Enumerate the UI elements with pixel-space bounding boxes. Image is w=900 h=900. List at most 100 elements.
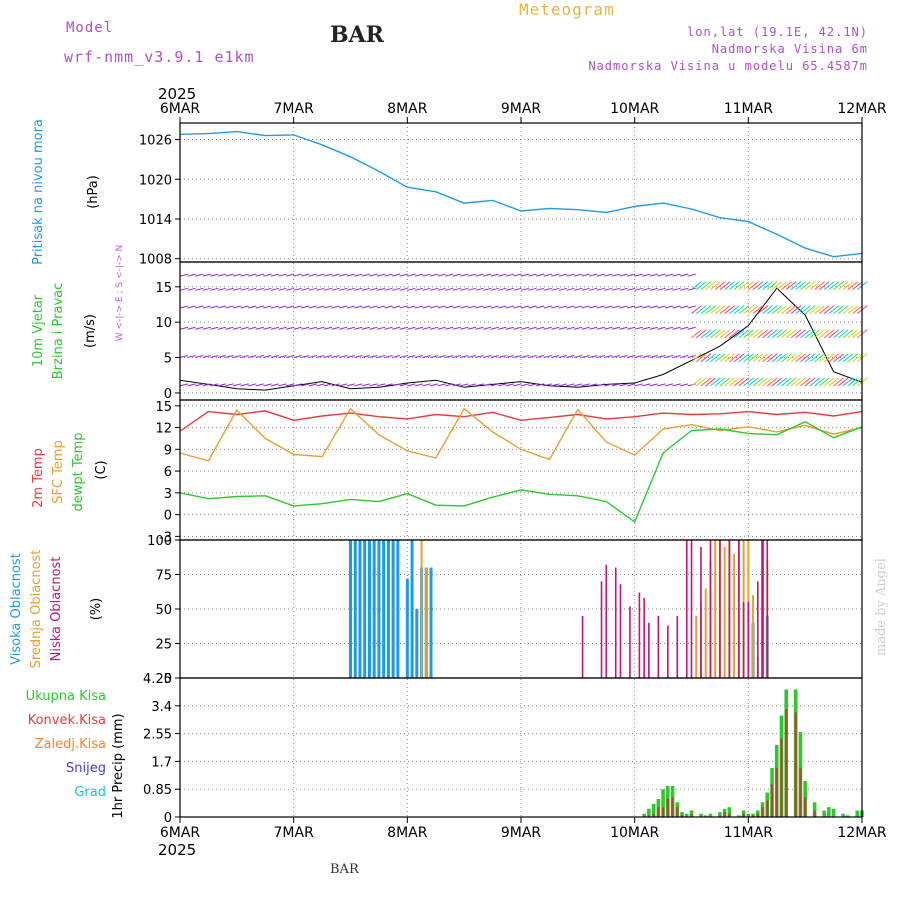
wind-barb (475, 383, 484, 387)
wind-barb (724, 305, 735, 315)
wind-barb (369, 305, 378, 309)
bar-clouds (349, 540, 352, 678)
wind-ylabel: 10m Vjetar (31, 294, 46, 367)
wind-barb (776, 377, 788, 387)
wind-barb (785, 329, 797, 339)
wind-barb (804, 377, 816, 387)
bar-precip (799, 767, 802, 817)
wind-barb (225, 273, 234, 277)
y-tick-label: 15 (155, 400, 172, 415)
wind-barb (680, 383, 689, 387)
wind-barb (842, 329, 854, 339)
wind-barb (384, 383, 393, 387)
bottom-x-tick-label: 11MAR (724, 825, 773, 841)
top-x-tick-label: 8MAR (387, 101, 428, 117)
bar-precip (770, 784, 774, 817)
bar-precip (676, 807, 679, 817)
wind-barb (771, 353, 783, 363)
wind-barb (414, 383, 424, 387)
y-tick-label: 10 (155, 316, 172, 331)
wind-barb (814, 377, 825, 387)
wind-barb (828, 281, 840, 290)
wind-barb (642, 383, 651, 387)
bottom-x-tick-label: 7MAR (274, 825, 315, 841)
bar-clouds (396, 540, 400, 678)
bar-precip (766, 800, 769, 817)
y-tick-label: 0 (164, 509, 172, 524)
wind-barb (460, 355, 469, 359)
wind-barb (649, 355, 658, 359)
bar-precip (751, 815, 755, 817)
bar-clouds (358, 540, 362, 678)
y-tick-label: 25 (155, 638, 172, 653)
wind-barb (823, 353, 835, 363)
wind-barb (804, 305, 816, 315)
wind-barb (626, 326, 636, 330)
bar-precip (671, 797, 674, 817)
wind-barb (475, 287, 484, 291)
wind-barb (316, 305, 325, 309)
wind-barb (724, 353, 735, 363)
wind-barb (308, 383, 317, 387)
bar-precip (813, 810, 816, 817)
wind-barb (452, 273, 461, 277)
bottom-x-tick-label: 12MAR (837, 825, 886, 841)
wind-barb (240, 355, 249, 359)
wind-barb (814, 305, 825, 315)
wind-barb (513, 305, 522, 309)
bar-precip (661, 789, 665, 817)
wind-barb (743, 353, 754, 363)
top-x-tick-label: 9MAR (501, 101, 542, 117)
bar-clouds (619, 584, 622, 678)
wind-barb (437, 355, 446, 359)
wind-barb (604, 355, 613, 359)
wind-barb (308, 273, 317, 277)
wind-barb (248, 383, 257, 387)
wind-barb (339, 383, 348, 387)
panel-frames (175, 117, 863, 823)
wind-barb (776, 353, 788, 363)
bar-precip (723, 812, 726, 817)
wind-barb (790, 377, 802, 387)
wind-barb (724, 377, 735, 387)
wind-barb (672, 287, 681, 291)
wind-barb (596, 383, 605, 387)
wind-barb (376, 326, 386, 330)
wind-barb (528, 273, 537, 277)
y-tick-label: 3 (164, 487, 172, 502)
wind-barb (301, 273, 310, 277)
wind-barb (437, 326, 446, 330)
bar-precip (831, 808, 836, 817)
wind-barb (369, 287, 378, 291)
bar-clouds (700, 546, 702, 678)
bar-precip (680, 812, 684, 817)
wind-barb (354, 326, 363, 330)
wind-barb (308, 326, 317, 330)
top-x-tick-label: 12MAR (837, 101, 886, 117)
y-tick-label: 0.85 (143, 783, 172, 798)
wind-barb (520, 383, 530, 387)
wind-barb (210, 326, 219, 330)
wind-barb (285, 355, 295, 359)
bar-precip (666, 799, 670, 817)
wind-barb (852, 281, 863, 290)
wind-barb (838, 281, 849, 290)
bar-clouds (405, 578, 409, 678)
precip-legend-item: Snijeg (66, 761, 106, 776)
y-tick-label: 6 (164, 465, 172, 480)
wind-barb (573, 273, 583, 277)
wind-barb (278, 355, 287, 359)
wind-barb (528, 287, 537, 291)
wind-barb (852, 305, 863, 315)
wind-barb (392, 273, 401, 277)
wind-barb (248, 305, 257, 309)
wind-barb (842, 281, 854, 290)
wind-barb (790, 305, 802, 315)
wind-barb (719, 281, 731, 290)
top-year-label: 2025 (158, 85, 196, 103)
y-tick-label: 5 (164, 352, 172, 367)
wind-barb (649, 305, 658, 309)
wind-barb (738, 305, 750, 315)
wind-barb (558, 355, 568, 359)
wind-barb (354, 383, 363, 387)
